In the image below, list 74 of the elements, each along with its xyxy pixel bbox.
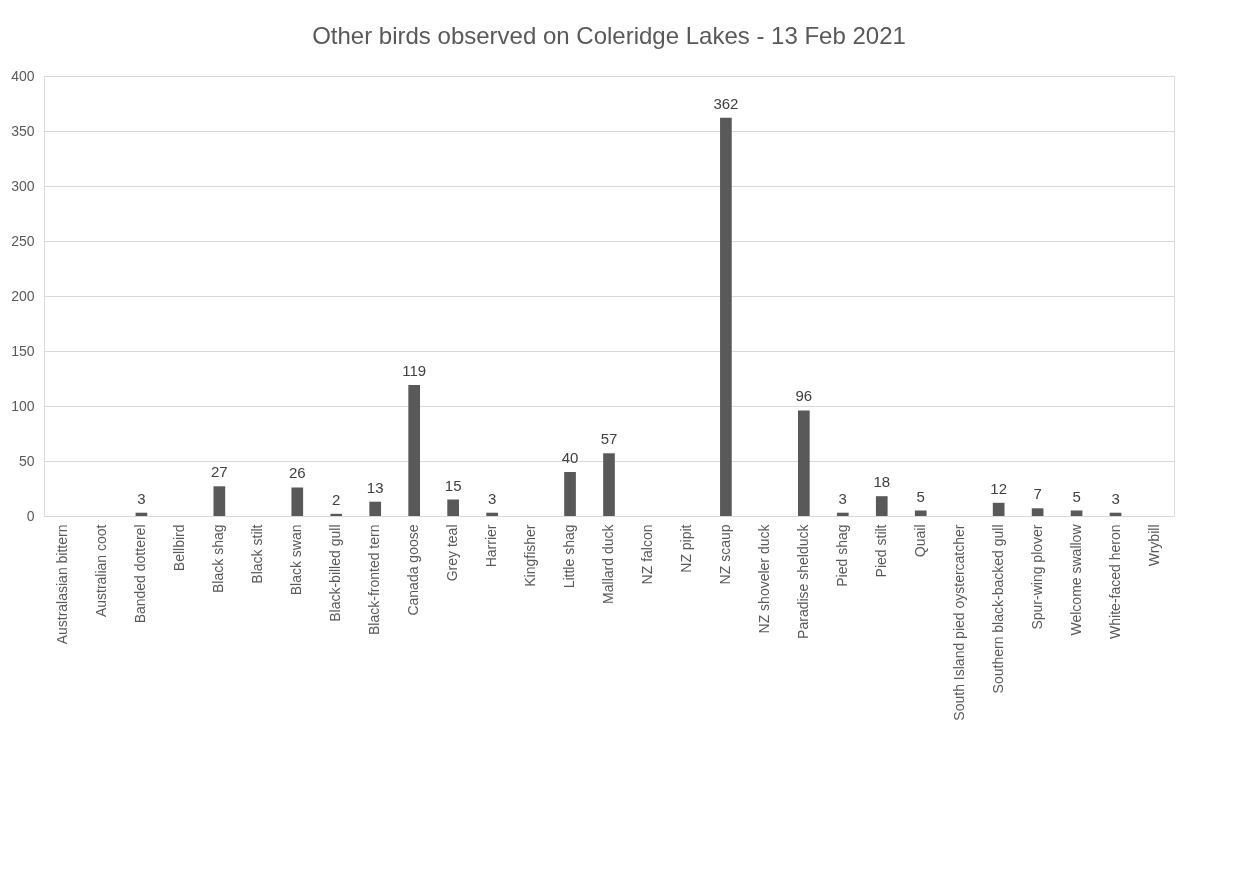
x-tick-label: Banded dotterel	[132, 524, 149, 624]
y-tick-label: 300	[11, 177, 35, 194]
x-tick-label: NZ pipit	[677, 524, 694, 573]
data-label: 26	[288, 464, 306, 482]
bar	[875, 496, 888, 516]
x-tick-label: Kingfisher	[522, 524, 539, 587]
x-tick-label: Australasian bittern	[54, 524, 71, 645]
x-tick-label: Black swan	[288, 524, 305, 596]
chart-title: Other birds observed on Coleridge Lakes - 13 Feb 2021	[312, 22, 906, 49]
data-label: 2	[332, 490, 341, 508]
data-label: 3	[838, 489, 847, 507]
bar	[1031, 508, 1044, 516]
data-label: 3	[137, 489, 146, 507]
x-tick-label: Wrybill	[1145, 524, 1162, 567]
bar	[486, 512, 498, 516]
y-tick-label: 50	[18, 452, 35, 469]
x-tick-label: Paradise shelduck	[794, 523, 811, 639]
x-tick-label: Quail	[911, 524, 928, 558]
bar	[369, 501, 382, 516]
bar	[797, 410, 810, 516]
data-label: 362	[713, 94, 739, 112]
x-tick-label: Welcome swallow	[1067, 523, 1084, 636]
bar	[914, 510, 927, 516]
data-label: 57	[600, 430, 618, 448]
data-label: 15	[444, 476, 462, 494]
data-label: 18	[873, 473, 891, 491]
bar	[720, 117, 732, 516]
bar	[330, 513, 343, 516]
bar	[291, 487, 304, 516]
x-tick-label: Black-billed gull	[327, 524, 344, 622]
x-tick-label: NZ shoveler duck	[755, 523, 772, 634]
x-tick-label: Mallard duck	[600, 523, 616, 604]
x-tick-label: Canada goose	[405, 524, 422, 616]
data-label: 96	[795, 387, 813, 405]
x-tick-label: NZ scaup	[716, 524, 733, 585]
bar	[408, 385, 421, 516]
y-tick-label: 0	[26, 507, 35, 524]
x-tick-label: Little shag	[561, 524, 578, 589]
x-tick-label: Southern black-backed gull	[989, 524, 1006, 694]
x-tick-label: Black stilt	[249, 524, 266, 584]
data-label: 5	[1072, 487, 1081, 505]
data-label: 12	[990, 479, 1007, 497]
bar	[836, 512, 849, 516]
bar	[992, 502, 1005, 516]
x-tick-label: Grey teal	[444, 524, 461, 582]
y-tick-label: 250	[11, 232, 35, 249]
x-tick-label: Pied stilt	[872, 524, 889, 578]
data-label: 119	[402, 362, 427, 380]
x-tick-label: Australian coot	[93, 524, 110, 618]
x-tick-label: South Island pied oystercatcher	[950, 524, 967, 721]
x-tick-label: Black-fronted tern	[366, 524, 383, 635]
data-label: 40	[561, 449, 579, 466]
bar	[447, 499, 459, 516]
data-label: 27	[211, 463, 228, 481]
bar	[564, 472, 576, 516]
y-tick-label: 100	[11, 397, 35, 414]
x-tick-label: Bellbird	[171, 524, 188, 572]
bar	[213, 486, 226, 516]
data-label: 3	[487, 489, 497, 507]
y-tick-label: 150	[11, 342, 35, 359]
bar	[603, 453, 615, 516]
data-label: 13	[366, 478, 384, 496]
x-tick-label: NZ falcon	[638, 524, 655, 585]
x-tick-label: Harrier	[483, 524, 500, 568]
x-tick-label: White-faced heron	[1106, 524, 1123, 639]
x-tick-label: Spur-wing plover	[1028, 524, 1045, 630]
y-tick-label: 350	[11, 122, 35, 139]
x-tick-label: Black shag	[210, 524, 227, 593]
y-tick-label: 200	[11, 287, 35, 304]
y-tick-label: 400	[11, 67, 35, 84]
data-label: 5	[916, 487, 925, 505]
x-tick-label: Pied shag	[833, 524, 850, 587]
data-label: 7	[1033, 485, 1042, 503]
data-label: 3	[1111, 489, 1120, 507]
